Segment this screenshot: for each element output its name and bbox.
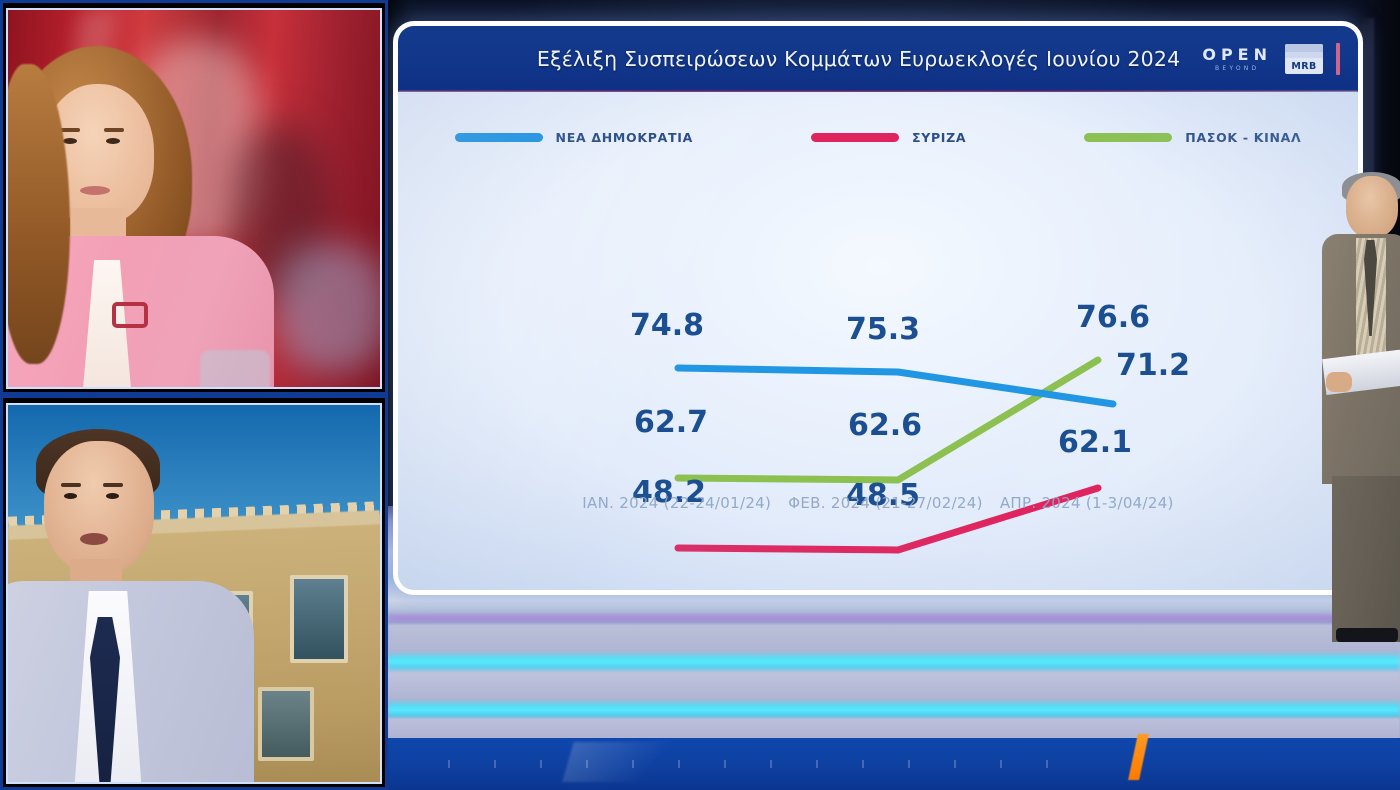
open-logo-subtext: BEYOND (1215, 64, 1260, 72)
line-chart: 74.8 75.3 71.2 62.7 62.6 76.6 48.2 48.5 … (630, 300, 1190, 554)
video-tile-presenter[interactable] (0, 0, 388, 395)
standing-analyst (1318, 172, 1400, 642)
panel-title-bar: Εξέλιξη Συσπειρώσεων Κομμάτων Ευρωεκλογέ… (398, 26, 1358, 92)
mrb-logo: MRB (1285, 44, 1323, 74)
poll-chart-panel: Εξέλιξη Συσπειρώσεων Κομμάτων Ευρωεκλογέ… (398, 26, 1358, 590)
legend-swatch-pasok (1084, 133, 1173, 142)
series-line-syriza (674, 484, 1102, 554)
reporter-eye-right (106, 493, 119, 499)
legend-swatch-nd (454, 133, 543, 142)
chart-legend: ΝΕΑ ΔΗΜΟΚΡΑΤΙΑ ΣΥΡΙΖΑ ΠΑΣΟΚ - ΚΙΝΑΛ (398, 130, 1358, 145)
analyst-hand (1326, 372, 1352, 392)
presenter-chair (200, 350, 270, 387)
data-label-nd-jan: 74.8 (630, 308, 704, 343)
legend-label-nd: ΝΕΑ ΔΗΜΟΚΡΑΤΙΑ (556, 130, 693, 145)
legend-item-pasok: ΠΑΣΟΚ - ΚΙΝΑΛ (1084, 130, 1301, 145)
video-tile-reporter[interactable] (0, 395, 388, 790)
reporter-brow-right (103, 483, 123, 487)
floor-violet-strip (388, 612, 1400, 624)
data-label-pasok-feb: 62.6 (848, 408, 922, 443)
analyst-head (1346, 176, 1398, 238)
legend-label-syriza: ΣΥΡΙΖΑ (912, 130, 966, 145)
x-tick-jan: ΙΑΝ. 2024 (22-24/01/24) (582, 494, 771, 512)
data-label-nd-apr: 71.2 (1116, 348, 1190, 383)
mrb-logo-text: MRB (1291, 61, 1317, 72)
data-label-nd-feb: 75.3 (846, 312, 920, 347)
logo-divider-bar (1336, 43, 1340, 75)
x-tick-apr: ΑΠΡ. 2024 (1-3/04/24) (1000, 494, 1174, 512)
page-title: Εξέλιξη Συσπειρώσεων Κομμάτων Ευρωεκλογέ… (536, 47, 1181, 71)
video-tile-presenter-inner (6, 8, 382, 389)
data-label-pasok-jan: 62.7 (634, 405, 708, 440)
series-line-pasok (674, 356, 1102, 484)
legend-label-pasok: ΠΑΣΟΚ - ΚΙΝΑΛ (1185, 130, 1301, 145)
floor-panel-upper (388, 624, 1400, 656)
video-tile-reporter-inner (6, 403, 382, 784)
analyst-trousers (1332, 476, 1400, 642)
data-label-syriza-jan: 48.2 (632, 475, 706, 510)
reporter-brow-left (61, 483, 81, 487)
parliament-window (258, 687, 314, 761)
reporter-mouth (80, 533, 108, 545)
presenter-lapel-mic (112, 302, 148, 328)
presenter-eye-right (106, 138, 120, 144)
lower-third-orange-accent (1128, 734, 1149, 780)
open-logo-text: OPEN (1202, 44, 1272, 64)
floor-cyan-strip-2 (388, 700, 1400, 720)
lower-third-watermark (562, 742, 694, 782)
data-label-syriza-feb: 48.5 (846, 478, 920, 513)
legend-item-syriza: ΣΥΡΙΖΑ (810, 130, 966, 145)
logo-group: OPEN BEYOND MRB (1202, 43, 1340, 75)
plot-area: ΝΕΑ ΔΗΜΟΚΡΑΤΙΑ ΣΥΡΙΖΑ ΠΑΣΟΚ - ΚΙΝΑΛ (398, 92, 1358, 590)
open-tv-logo: OPEN BEYOND (1202, 44, 1272, 72)
parliament-window (290, 575, 348, 663)
floor-panel-mid (388, 672, 1400, 702)
presenter-brow-left (60, 128, 80, 132)
backdrop-highlight-2 (275, 243, 380, 372)
legend-item-nd: ΝΕΑ ΔΗΜΟΚΡΑΤΙΑ (454, 130, 693, 145)
floor-cyan-strip-1 (388, 652, 1400, 672)
legend-swatch-syriza (810, 133, 899, 142)
reporter-face (44, 441, 154, 573)
reporter-eye-left (64, 493, 77, 499)
lower-third-ticks (448, 760, 1088, 768)
x-axis-labels: ΙΑΝ. 2024 (22-24/01/24) ΦΕΒ. 2024 (21-27… (398, 494, 1358, 512)
screen-sheen-overlay (398, 92, 1358, 590)
data-label-syriza-apr: 62.1 (1058, 425, 1132, 460)
presenter-lips (80, 186, 110, 195)
x-tick-feb: ΦΕΒ. 2024 (21-27/02/24) (788, 494, 983, 512)
analyst-shoes (1336, 628, 1398, 642)
presenter-eye-left (63, 138, 77, 144)
plot-vignette (398, 92, 1358, 590)
series-line-nd (674, 364, 1117, 408)
presenter-brow-right (104, 128, 124, 132)
data-label-pasok-apr: 76.6 (1076, 300, 1150, 335)
lower-third-bar (388, 734, 1400, 790)
